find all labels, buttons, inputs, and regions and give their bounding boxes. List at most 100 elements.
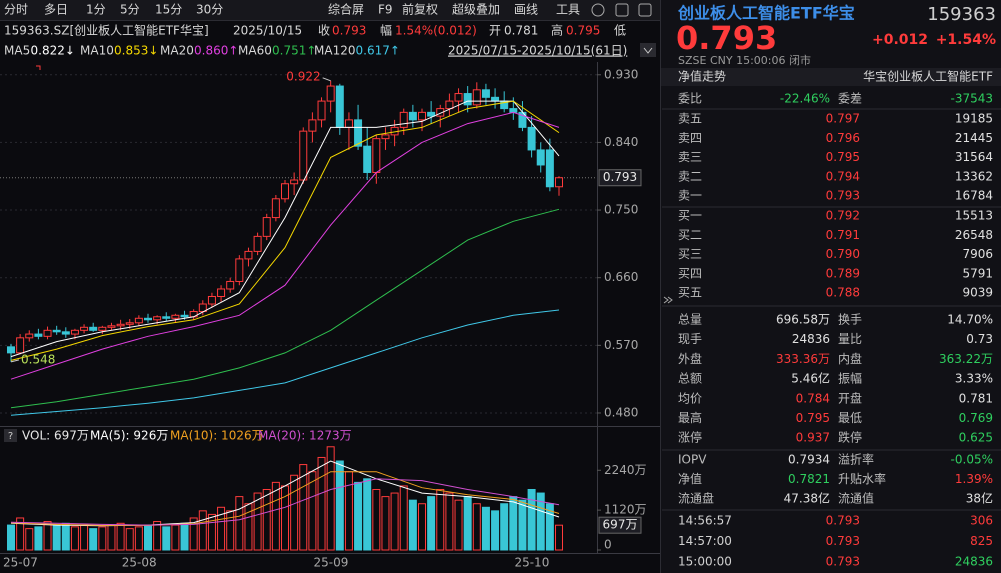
info-high: 0.795 [566,24,600,38]
candle-body [436,108,445,117]
toolbar-tab[interactable]: 30分 [196,3,223,17]
toolbar-tab[interactable]: 15分 [155,3,182,17]
x-tick-label: 25-08 [122,556,157,570]
stat-label: 最高 [678,410,702,425]
x-tick-label: 25-10 [514,556,549,570]
info-low-label: 低 [614,24,626,38]
candle-body [381,134,390,140]
toolbar-button[interactable]: 超级叠加 [452,2,500,17]
volume-bar [217,506,226,551]
panel-tab[interactable]: 华宝创业板人工智能ETF [863,69,993,84]
volume-bar [500,503,509,551]
stat-value: 0.784 [796,391,830,405]
candle-body [317,100,326,121]
stat-value: 0.795 [796,411,830,425]
volume-bar [335,460,344,551]
layout-icon[interactable] [615,3,629,17]
collapse-icon[interactable] [663,296,673,304]
candle-body [326,85,335,102]
stat-label: 流通盘 [678,491,714,506]
book-price: 0.790 [826,247,860,261]
toolbar-tab[interactable]: 多日 [44,3,68,17]
volume-bar [189,517,198,551]
ma-legend-name: MA60 [238,44,272,58]
stat-label: 委比 [678,92,702,106]
stat-label: 量比 [838,332,862,346]
last-volume-label: 697万 [603,518,638,532]
stat-value: 363.22万 [939,352,993,366]
candle-body [207,295,216,305]
toolbar-button[interactable]: F9 [378,3,393,17]
volume-bar [207,513,216,551]
y-tick-label: 0.930 [604,67,638,81]
volume-bar [381,496,390,551]
stat-value: 0.625 [959,431,993,445]
stat-label: 流通值 [838,491,874,506]
volume-bar [171,524,180,551]
volume-bar [153,521,162,551]
book-label: 卖二 [678,169,702,183]
info-close-label: 收 [318,24,330,38]
date-range[interactable]: 2025/07/15-2025/10/15(61日) [448,44,627,58]
volume-bar [244,503,253,551]
candle-body [271,198,280,219]
candle-body [171,314,180,319]
stat-value: 0.7934 [788,453,830,467]
candle-body [7,346,15,354]
candle-body [308,119,317,132]
panel-tab[interactable]: 净值走势 [678,69,726,84]
volume-bar [80,524,89,551]
last-price: 0.793 [676,19,777,57]
stat-label: 均价 [678,391,702,405]
toolbar-button[interactable]: 画线 [514,3,538,17]
candle-body [454,93,463,102]
candle-body [16,337,25,354]
volume-bar [408,499,417,551]
volume-bar [235,496,244,551]
candle-body [34,333,43,337]
book-volume: 16784 [955,189,993,203]
settings-icon[interactable] [591,3,605,17]
info-open-label: 开 [489,24,501,38]
volume-bar [390,492,399,551]
candle-body [61,331,70,335]
trade-price: 0.793 [826,555,860,569]
book-volume: 31564 [955,150,993,164]
trade-time: 14:56:57 [678,514,732,528]
range-dropdown[interactable] [640,43,656,57]
book-price: 0.792 [826,209,860,223]
stat-label: 振幅 [838,371,862,386]
stat-value: -22.46% [780,92,830,106]
vol-ma-line [10,478,560,526]
candle-body [344,119,353,128]
volume-bar [299,464,308,551]
toolbar-button[interactable]: 工具 [556,3,580,17]
stat-label: 涨停 [678,430,702,445]
candle-body [290,179,299,185]
help-button[interactable] [4,429,17,442]
volume-bar [363,478,372,551]
stat-value: 0.73 [966,332,993,346]
candle-body [427,111,436,117]
volume-bar [418,503,426,551]
stat-value: 24836 [792,332,830,346]
candle-body [545,149,554,188]
book-volume: 26548 [955,228,993,242]
toolbar-tab[interactable]: 1分 [86,3,106,17]
toolbar-tab[interactable]: 5分 [120,3,140,17]
ma-legend-name: MA10 [80,44,114,58]
window-icon[interactable] [638,3,652,17]
stat-value: -37543 [950,92,993,106]
volume-bar [555,524,563,551]
toolbar-tab[interactable]: 分时 [4,3,28,17]
toolbar-button[interactable]: 综合屏 [328,2,364,17]
book-volume: 7906 [962,247,993,261]
ma-legend-name: MA20 [160,44,194,58]
toolbar-button[interactable]: 前复权 [402,2,438,17]
volume-bar [89,528,98,551]
volume-bar [427,496,436,551]
book-label: 买三 [678,247,702,261]
candle-body [153,316,162,321]
candle-body [226,280,235,290]
candle-body [235,258,244,282]
